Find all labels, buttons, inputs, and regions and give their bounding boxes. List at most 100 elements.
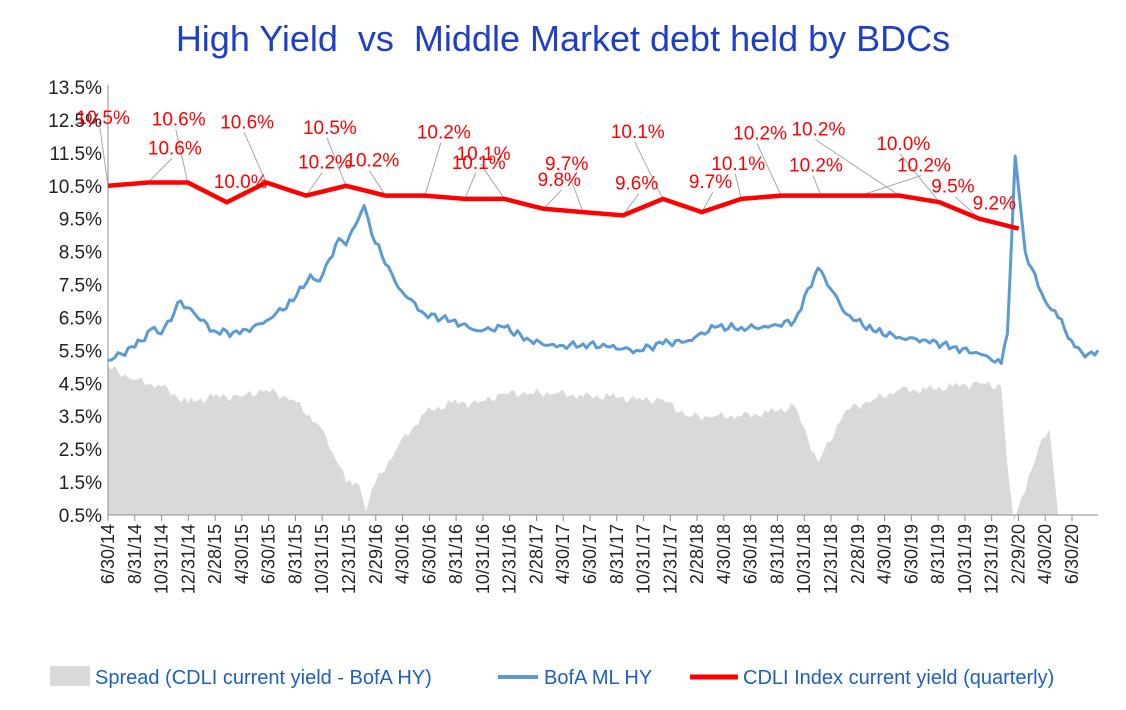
legend: Spread (CDLI current yield - BofA HY) Bof… bbox=[50, 666, 1054, 689]
cdli-data-label: 10.0% bbox=[876, 134, 930, 155]
x-tick-label: 10/31/19 bbox=[955, 524, 975, 594]
label-leader bbox=[634, 141, 664, 200]
cdli-data-label: 9.2% bbox=[973, 194, 1016, 215]
label-leader bbox=[464, 172, 477, 200]
x-tick-label: 10/31/18 bbox=[794, 524, 814, 594]
x-tick-label: 8/31/17 bbox=[607, 524, 627, 584]
x-tick-label: 10/31/15 bbox=[312, 524, 332, 594]
cdli-data-label: 9.6% bbox=[615, 173, 658, 194]
cdli-data-label: 10.2% bbox=[897, 156, 951, 177]
x-tick-label: 12/31/18 bbox=[821, 524, 841, 594]
cdli-data-label: 10.1% bbox=[457, 144, 511, 165]
x-tick-label: 8/31/15 bbox=[285, 524, 305, 584]
cdli-data-label: 10.5% bbox=[76, 108, 130, 129]
y-tick-label: 7.5% bbox=[59, 276, 102, 297]
label-leader bbox=[815, 139, 900, 197]
legend-label-cdli: CDLI Index current yield (quarterly) bbox=[743, 667, 1054, 689]
label-leader bbox=[568, 173, 584, 213]
cdli-data-label: 10.2% bbox=[789, 156, 843, 177]
x-tick-label: 6/30/20 bbox=[1062, 524, 1082, 584]
label-leader bbox=[859, 175, 922, 197]
cdli-data-label: 10.0% bbox=[214, 172, 268, 193]
label-leader bbox=[243, 132, 267, 183]
x-tick-label: 8/31/16 bbox=[446, 524, 466, 584]
x-tick-label: 4/30/15 bbox=[232, 524, 252, 584]
label-leader bbox=[326, 137, 347, 186]
cdli-data-label: 9.7% bbox=[689, 172, 732, 193]
cdli-data-label: 10.2% bbox=[733, 124, 787, 145]
x-tick-label: 10/31/17 bbox=[634, 524, 654, 594]
x-tick-label: 12/31/17 bbox=[660, 524, 680, 594]
cdli-data-label: 10.6% bbox=[152, 109, 206, 130]
x-tick-label: 6/30/19 bbox=[901, 524, 921, 584]
y-tick-label: 6.5% bbox=[59, 308, 102, 329]
y-tick-label: 3.5% bbox=[59, 407, 102, 428]
x-tick-label: 12/31/14 bbox=[178, 524, 198, 594]
cdli-data-label: 10.1% bbox=[711, 154, 765, 175]
x-tick-label: 8/31/19 bbox=[928, 524, 948, 584]
y-tick-label: 0.5% bbox=[59, 506, 102, 527]
x-tick-label: 6/30/17 bbox=[580, 524, 600, 584]
label-leader bbox=[424, 142, 442, 196]
cdli-data-label: 10.2% bbox=[345, 151, 399, 172]
x-tick-label: 2/29/16 bbox=[366, 524, 386, 584]
y-tick-label: 12.5% bbox=[48, 111, 102, 132]
x-tick-label: 2/29/20 bbox=[1008, 524, 1028, 584]
label-leader bbox=[899, 153, 940, 203]
x-tick-label: 10/31/16 bbox=[473, 524, 493, 594]
label-leader-lines bbox=[99, 127, 980, 220]
label-leader bbox=[701, 191, 714, 213]
label-leader bbox=[480, 163, 506, 200]
cdli-data-label: 10.6% bbox=[148, 138, 202, 159]
label-leader bbox=[99, 127, 109, 186]
spread-area-layer bbox=[108, 365, 1059, 522]
legend-label-hy: BofA ML HY bbox=[544, 667, 652, 689]
axes-layer: 13.5% 12.5% 11.5% 10.5% 9.5% 8.5% 7.5% 6.5% 5.5%… bbox=[48, 78, 1098, 594]
cdli-data-label: 10.2% bbox=[791, 120, 845, 141]
cdli-line bbox=[107, 180, 1020, 231]
x-tick-label: 2/28/15 bbox=[205, 524, 225, 584]
cdli-data-label: 9.5% bbox=[931, 177, 974, 198]
x-tick-label: 8/31/18 bbox=[767, 524, 787, 584]
label-leader bbox=[175, 129, 189, 183]
label-leader bbox=[147, 158, 173, 183]
x-tick-label: 12/31/19 bbox=[982, 524, 1002, 594]
cdli-data-label: 10.1% bbox=[611, 122, 665, 143]
y-tick-label: 8.5% bbox=[59, 243, 102, 264]
x-tick-label: 6/30/14 bbox=[98, 524, 118, 584]
x-tick-label: 12/31/16 bbox=[500, 524, 520, 594]
hy-line bbox=[107, 154, 1100, 366]
label-leader bbox=[622, 193, 640, 216]
cdli-data-label: 10.1% bbox=[452, 153, 506, 174]
cdli-data-label: 9.8% bbox=[538, 170, 581, 191]
x-tick-label: 4/30/16 bbox=[393, 524, 413, 584]
x-tick-label: 6/30/16 bbox=[419, 524, 439, 584]
x-tick-label: 4/30/19 bbox=[875, 524, 895, 584]
y-tick-label: 13.5% bbox=[48, 78, 102, 99]
y-tick-label: 11.5% bbox=[50, 144, 103, 165]
cdli-data-label: 10.2% bbox=[298, 153, 352, 174]
hy-line-layer bbox=[107, 154, 1100, 366]
y-tick-label: 2.5% bbox=[59, 440, 102, 461]
cdli-data-label: 10.5% bbox=[303, 118, 357, 139]
x-tick-label: 2/28/19 bbox=[848, 524, 868, 584]
x-tick-label: 6/30/18 bbox=[741, 524, 761, 584]
x-tick-label: 2/28/17 bbox=[526, 524, 546, 584]
label-leader bbox=[734, 173, 742, 200]
label-leader bbox=[305, 172, 323, 196]
y-tick-label: 10.5% bbox=[48, 177, 102, 198]
x-tick-label: 4/30/20 bbox=[1035, 524, 1055, 584]
cdli-data-label: 10.2% bbox=[417, 123, 471, 144]
label-leader bbox=[812, 175, 822, 196]
x-tick-label: 12/31/15 bbox=[339, 524, 359, 594]
y-tick-label: 5.5% bbox=[59, 341, 102, 362]
x-tick-label: 8/31/14 bbox=[125, 524, 145, 584]
x-tick-label: 4/30/18 bbox=[714, 524, 734, 584]
y-tick-label: 1.5% bbox=[59, 473, 102, 494]
label-leader bbox=[368, 170, 386, 196]
label-leader bbox=[543, 189, 562, 210]
cdli-line-layer bbox=[107, 180, 1020, 231]
cdli-data-labels: 10.5% 10.6% 10.6% 10.0% 10.6% 10.2% 10.5% 10.2%… bbox=[76, 108, 1016, 215]
cdli-data-label: 9.7% bbox=[545, 154, 588, 175]
